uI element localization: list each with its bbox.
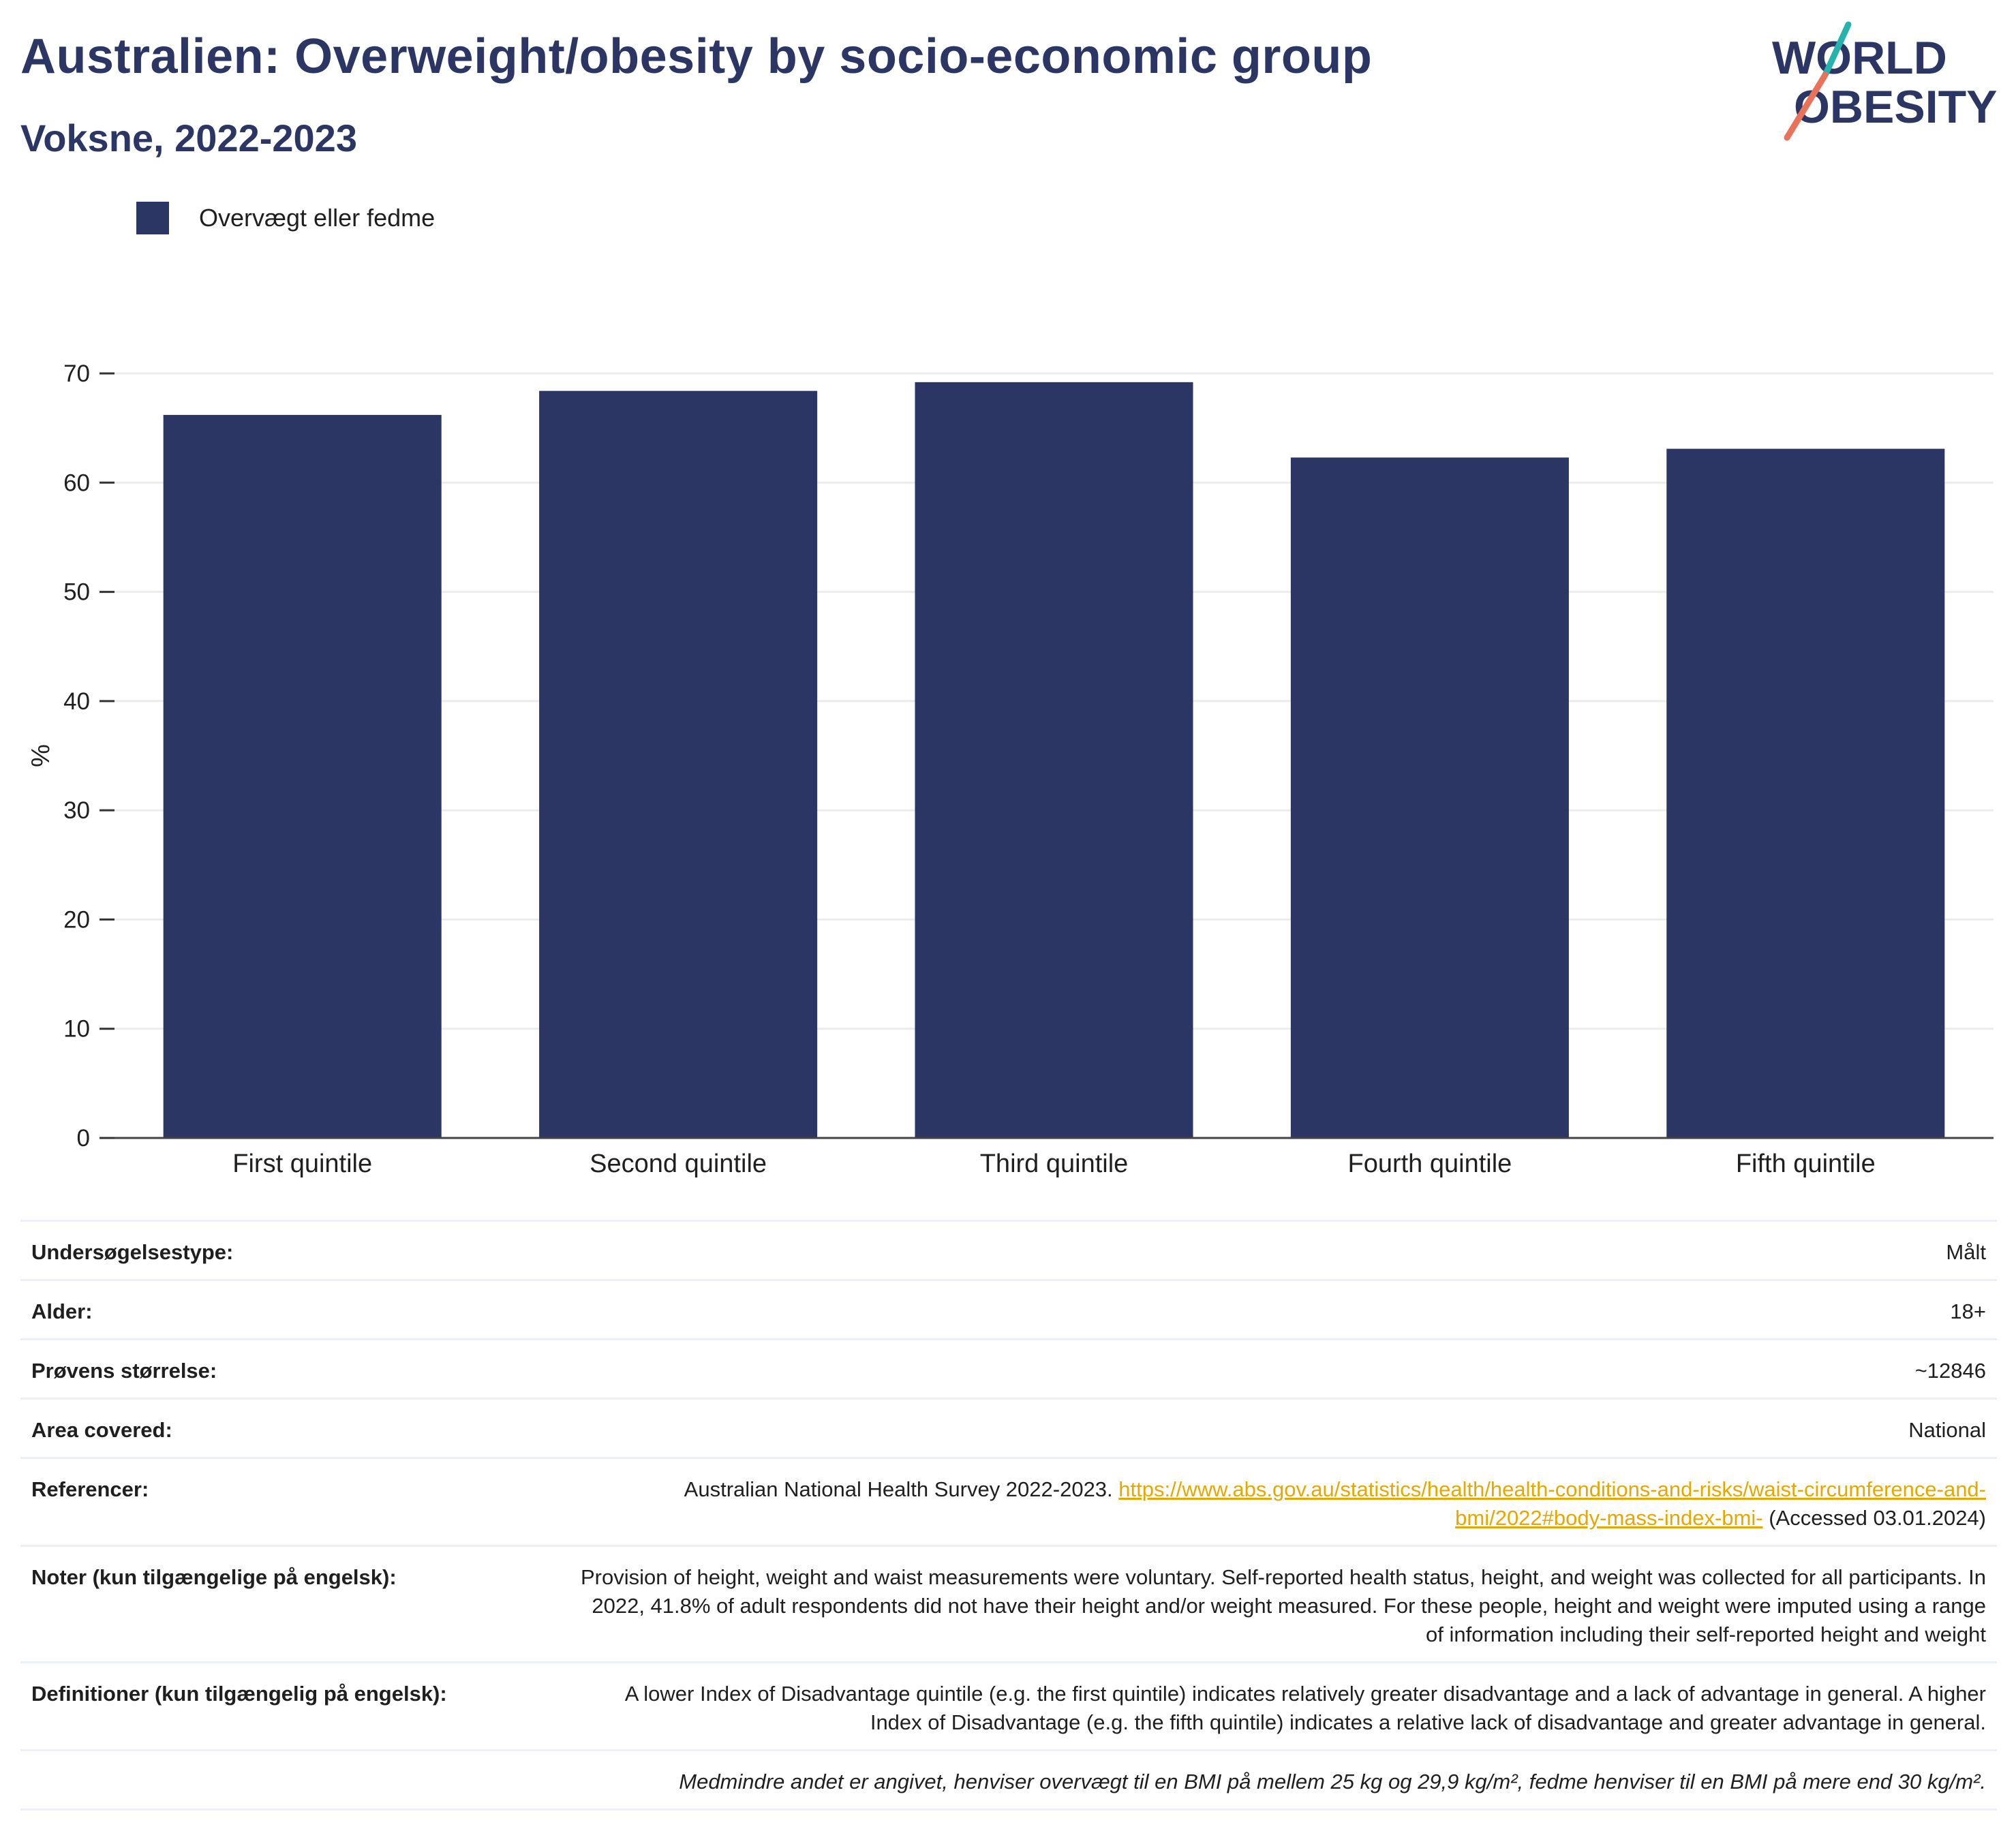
reference-text: Australian National Health Survey 2022-2…	[684, 1477, 1113, 1501]
chart-subtitle: Voksne, 2022-2023	[20, 117, 357, 159]
y-tick-label: 60	[63, 469, 90, 496]
meta-value: ~12846	[560, 1338, 1997, 1399]
world-obesity-logo: WORLD OBESITY	[1772, 21, 1998, 141]
meta-label: Alder:	[20, 1279, 560, 1340]
bar-chart: 0 10 20 30 40 50 60 70% First quintile Second qui…	[27, 360, 1994, 1178]
chart-title: Australien: Overweight/obesity by socio-…	[20, 29, 1373, 84]
meta-label: Prøvens størrelse:	[20, 1338, 560, 1399]
metadata-table: Undersøgelsestype: Målt Alder: 18+ Prøve…	[20, 1220, 1997, 1811]
y-tick-label: 20	[63, 906, 90, 933]
y-tick-label: 30	[63, 797, 90, 824]
x-tick-label: Fifth quintile	[1736, 1150, 1876, 1178]
meta-value: Målt	[560, 1220, 1997, 1280]
meta-value: National	[560, 1398, 1997, 1458]
meta-label: Noter (kun tilgængelige på engelsk):	[20, 1545, 560, 1663]
meta-value: A lower Index of Disadvantage quintile (…	[560, 1661, 1997, 1751]
meta-row-references: Referencer: Australian National Health S…	[20, 1457, 1997, 1546]
x-tick-label: Second quintile	[590, 1150, 767, 1178]
meta-value: Provision of height, weight and waist me…	[560, 1545, 1997, 1663]
x-tick-label: Third quintile	[980, 1150, 1129, 1178]
y-tick-label: 70	[63, 360, 90, 387]
meta-row-area: Area covered: National	[20, 1398, 1997, 1458]
x-tick-label: First quintile	[232, 1150, 372, 1178]
logo-slash-bottom	[1784, 72, 1829, 141]
y-tick-label: 40	[63, 688, 90, 715]
logo-slash-top	[1822, 21, 1852, 78]
meta-label: Undersøgelsestype:	[20, 1220, 560, 1280]
legend-swatch	[136, 202, 169, 234]
bar	[915, 382, 1193, 1138]
meta-row-footnote: Medmindre andet er angivet, henviser ove…	[20, 1749, 1997, 1811]
y-axis-label: %	[27, 744, 55, 767]
meta-label: Area covered:	[20, 1398, 560, 1458]
meta-row-definitions: Definitioner (kun tilgængelig på engelsk…	[20, 1661, 1997, 1751]
x-tick-label: Fourth quintile	[1347, 1150, 1512, 1178]
meta-row-survey-type: Undersøgelsestype: Målt	[20, 1220, 1997, 1280]
meta-row-age: Alder: 18+	[20, 1279, 1997, 1340]
meta-label: Definitioner (kun tilgængelig på engelsk…	[20, 1661, 560, 1751]
bar	[1290, 457, 1569, 1138]
y-tick-label: 50	[63, 579, 90, 606]
meta-row-sample-size: Prøvens størrelse: ~12846	[20, 1338, 1997, 1399]
logo-text-obesity: OBESITY	[1794, 81, 1998, 133]
y-tick-label: 0	[77, 1125, 90, 1152]
y-tick-label: 10	[63, 1016, 90, 1043]
meta-row-notes: Noter (kun tilgængelige på engelsk): Pro…	[20, 1545, 1997, 1663]
bar	[539, 390, 818, 1138]
chart-legend: Overvægt eller fedme	[136, 202, 435, 234]
bar	[163, 414, 442, 1138]
meta-value: Australian National Health Survey 2022-2…	[560, 1457, 1997, 1546]
bar	[1666, 448, 1945, 1138]
meta-value: 18+	[560, 1279, 1997, 1340]
footnote: Medmindre andet er angivet, henviser ove…	[20, 1749, 1997, 1811]
reference-accessed: (Accessed 03.01.2024)	[1769, 1506, 1986, 1530]
logo-text-world: WORLD	[1772, 32, 1947, 84]
reference-link[interactable]: https://www.abs.gov.au/statistics/health…	[1118, 1477, 1986, 1530]
meta-label: Referencer:	[20, 1457, 560, 1546]
legend-label: Overvægt eller fedme	[199, 204, 436, 232]
